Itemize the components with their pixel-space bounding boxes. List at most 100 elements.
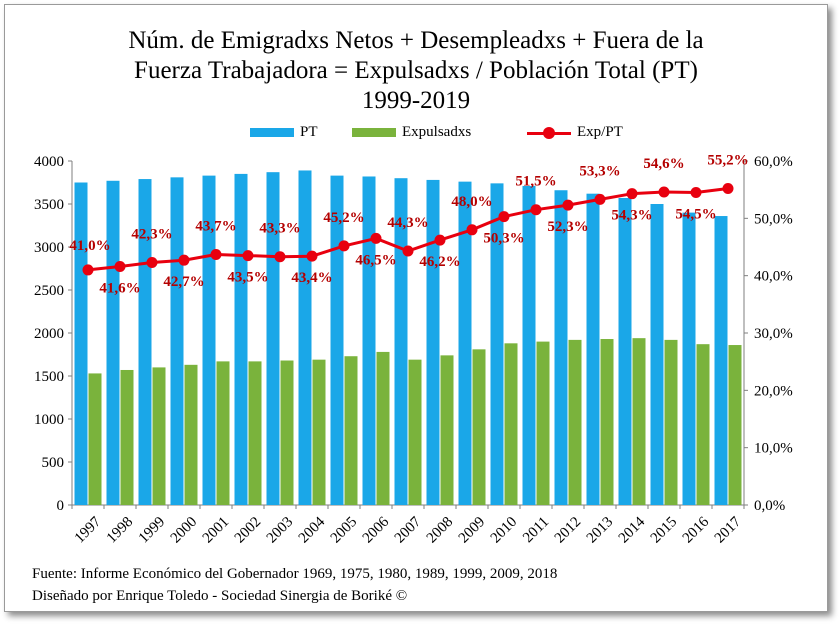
bar-pt: [426, 179, 440, 506]
bar-expulsados: [632, 338, 646, 505]
bar-expulsados: [216, 361, 230, 505]
ratio-data-label: 43,7%: [195, 218, 236, 234]
ratio-data-label: 45,2%: [323, 210, 364, 226]
ratio-data-label: 42,3%: [131, 226, 172, 242]
ratio-point: [722, 183, 734, 195]
ratio-point: [210, 248, 222, 260]
bar-expulsados: [88, 373, 102, 505]
ratio-point: [242, 250, 254, 262]
x-tick-label: 2005: [328, 514, 361, 547]
bar-pt: [586, 193, 600, 505]
y-right-tick-label: 60,0%: [754, 154, 793, 170]
ratio-point: [626, 188, 638, 200]
y-right-tick-label: 40,0%: [754, 269, 793, 285]
x-tick-label: 2011: [520, 514, 552, 546]
legend-item-pt: PT: [250, 124, 318, 141]
x-tick-label: 2000: [168, 514, 201, 547]
bar-pt: [682, 212, 696, 505]
legend-label-pt: PT: [300, 124, 318, 140]
bar-pt: [458, 181, 472, 505]
bar-pt: [362, 176, 376, 506]
chart-legend: PT Expulsadxs Exp/PT: [0, 124, 839, 144]
bar-pt: [394, 178, 408, 505]
ratio-point: [690, 187, 702, 199]
ratio-data-label: 43,4%: [291, 270, 332, 286]
x-tick-label: 1997: [72, 514, 105, 547]
ratio-data-label: 41,0%: [69, 238, 110, 254]
y-right-tick-label: 10,0%: [754, 441, 793, 457]
x-tick-label: 2006: [360, 514, 393, 547]
ratio-data-label: 44,3%: [387, 215, 428, 231]
x-tick-label: 2013: [584, 514, 617, 547]
ratio-data-label: 48,0%: [451, 194, 492, 210]
ratio-data-label: 43,5%: [227, 270, 268, 286]
x-tick-label: 2003: [264, 514, 297, 547]
ratio-data-label: 54,5%: [675, 207, 716, 223]
bar-expulsados: [344, 356, 358, 505]
x-tick-label: 2016: [680, 514, 713, 547]
y-left-tick-label: 3000: [34, 240, 64, 256]
ratio-data-label: 50,3%: [483, 231, 524, 247]
title-line-3: 1999-2019: [361, 87, 471, 114]
bar-expulsados: [568, 339, 582, 505]
legend-swatch-pt: [250, 128, 294, 137]
ratio-point: [146, 256, 158, 268]
bar-expulsados: [184, 364, 198, 505]
bar-expulsados: [376, 351, 390, 505]
bar-expulsados: [440, 355, 454, 505]
y-right-tick-label: 30,0%: [754, 326, 793, 342]
x-tick-label: 2007: [392, 514, 425, 547]
title-line-1: Núm. de Emigradxs Netos + Desempleadxs +…: [128, 27, 704, 54]
bar-expulsados: [696, 344, 710, 505]
ratio-point: [114, 260, 126, 272]
x-tick-label: 2015: [648, 514, 681, 547]
bar-pt: [618, 197, 632, 506]
bar-pt: [650, 204, 664, 505]
y-left-tick-label: 1000: [34, 412, 64, 428]
ratio-point: [306, 250, 318, 262]
ratio-point: [466, 224, 478, 236]
bar-expulsados: [728, 345, 742, 505]
ratio-data-label: 53,3%: [579, 163, 620, 179]
bar-expulsados: [120, 369, 134, 505]
legend-item-expulsados: Expulsadxs: [352, 124, 471, 141]
x-tick-label: 2004: [296, 514, 329, 547]
x-tick-label: 1999: [136, 514, 169, 547]
bar-pt: [106, 180, 120, 505]
ratio-point: [338, 240, 350, 252]
ratio-data-label: 46,2%: [419, 254, 460, 270]
y-left-tick-label: 1500: [34, 369, 64, 385]
x-tick-label: 2002: [232, 514, 265, 547]
legend-item-ratio: Exp/PT: [527, 124, 623, 141]
bar-expulsados: [664, 339, 678, 505]
ratio-data-label: 42,7%: [163, 274, 204, 290]
ratio-data-label: 46,5%: [355, 252, 396, 268]
legend-swatch-expulsados: [352, 128, 396, 137]
x-tick-label: 2014: [616, 514, 649, 547]
y-left-tick-label: 3500: [34, 197, 64, 213]
ratio-data-label: 51,5%: [515, 174, 556, 190]
bar-expulsados: [536, 341, 550, 505]
ratio-point: [274, 251, 286, 263]
ratio-point: [178, 254, 190, 266]
x-tick-label: 2012: [552, 514, 585, 547]
chart-title: Núm. de Emigradxs Netos + Desempleadxs +…: [0, 26, 832, 116]
ratio-data-label: 41,6%: [99, 280, 140, 296]
bar-expulsados: [504, 343, 518, 505]
ratio-data-label: 43,3%: [259, 221, 300, 237]
y-left-tick-label: 4000: [34, 154, 64, 170]
bar-expulsados: [280, 360, 294, 505]
bar-pt: [522, 185, 536, 505]
bar-expulsados: [312, 359, 326, 505]
y-left-tick-label: 500: [42, 455, 65, 471]
bar-expulsados: [152, 367, 166, 505]
ratio-point: [530, 204, 542, 216]
bar-pt: [330, 175, 344, 505]
bar-expulsados: [248, 361, 262, 505]
x-tick-label: 2008: [424, 514, 457, 547]
ratio-point: [370, 232, 382, 244]
y-right-tick-label: 0,0%: [754, 498, 785, 514]
y-left-tick-label: 2000: [34, 326, 64, 342]
y-left-tick-label: 0: [57, 498, 65, 514]
